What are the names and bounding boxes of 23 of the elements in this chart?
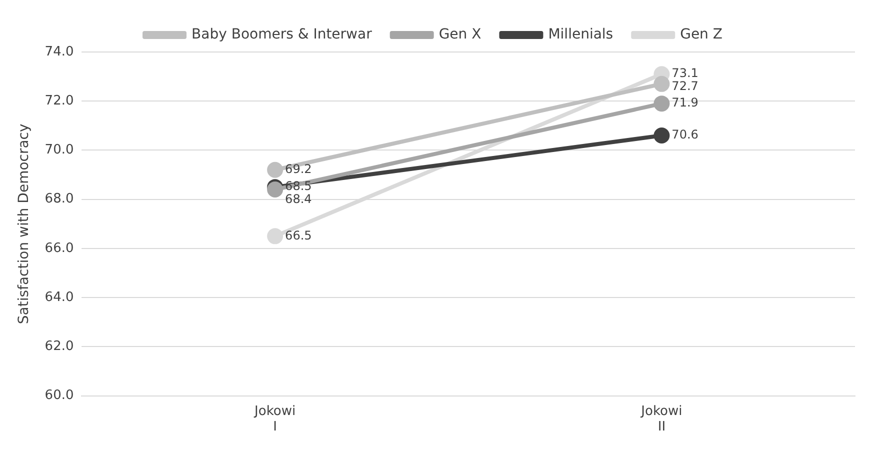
data-label: 66.5 bbox=[285, 228, 312, 242]
y-tick-label: 68.0 bbox=[44, 192, 74, 207]
data-label: 71.9 bbox=[672, 96, 698, 110]
x-tick-label: Jokowi I bbox=[254, 404, 296, 435]
data-label: 68.5 bbox=[285, 179, 312, 194]
y-tick-label: 70.0 bbox=[44, 142, 74, 158]
data-label: 73.1 bbox=[672, 66, 698, 80]
legend-label: Millenials bbox=[548, 26, 614, 43]
y-tick-label: 72.0 bbox=[44, 93, 74, 108]
legend-label: Baby Boomers & Interwar bbox=[192, 26, 372, 43]
data-label: 68.4 bbox=[285, 192, 312, 206]
data-label: 72.7 bbox=[672, 79, 698, 94]
data-label: 70.6 bbox=[672, 128, 698, 142]
legend-label: Gen X bbox=[438, 26, 482, 43]
y-tick-label: 60.0 bbox=[44, 388, 74, 404]
data-label: 69.2 bbox=[285, 162, 312, 176]
y-tick-label: 62.0 bbox=[44, 339, 74, 354]
x-tick-label: Jokowi II bbox=[640, 404, 682, 435]
legend-label: Gen Z bbox=[680, 26, 722, 43]
y-tick-label: 64.0 bbox=[44, 290, 74, 305]
y-axis-title: Satisfaction with Democracy bbox=[16, 124, 32, 324]
y-tick-label: 74.0 bbox=[44, 44, 74, 60]
y-tick-label: 66.0 bbox=[44, 240, 74, 256]
